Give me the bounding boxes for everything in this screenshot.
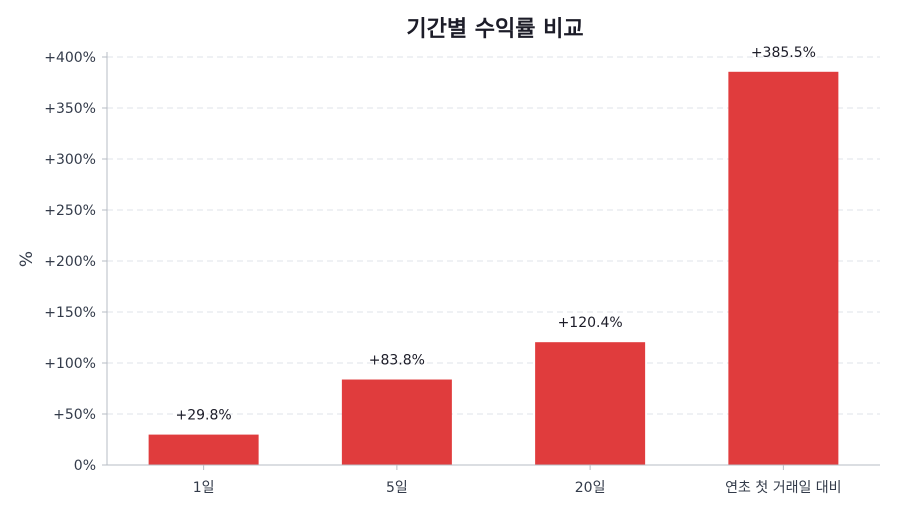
y-tick-labels: 0% +50% +100% +150% +200% +250% +300% +350% +400… [44,50,107,474]
y-tick-label: +250% [44,203,96,219]
y-tick-label: +350% [44,101,96,117]
data-label: +385.5% [751,45,816,61]
y-axis-title: % [17,251,37,267]
x-tick-label: 1일 [193,480,215,496]
data-label: +120.4% [558,315,623,331]
data-label: +83.8% [369,353,425,369]
bar [535,342,646,465]
bar [148,434,259,465]
bar [728,71,839,465]
y-tick-label: 0% [74,458,96,474]
y-tick-label: +300% [44,152,96,168]
y-tick-label: +50% [53,407,96,423]
y-tick-label: +200% [44,254,96,270]
y-tick-label: +150% [44,305,96,321]
bars [148,71,839,465]
data-label: +29.8% [176,408,232,424]
chart-title: 기간별 수익률 비교 [406,17,583,42]
x-tick-label: 연초 첫 거래일 대비 [725,480,841,496]
bar [341,379,452,465]
data-labels: +29.8% +83.8% +120.4% +385.5% [176,45,816,424]
x-tick-labels: 1일 5일 20일 연초 첫 거래일 대비 [193,465,842,496]
x-tick-label: 20일 [575,480,606,496]
y-tick-label: +100% [44,356,96,372]
x-tick-label: 5일 [386,480,408,496]
y-tick-label: +400% [44,50,96,66]
